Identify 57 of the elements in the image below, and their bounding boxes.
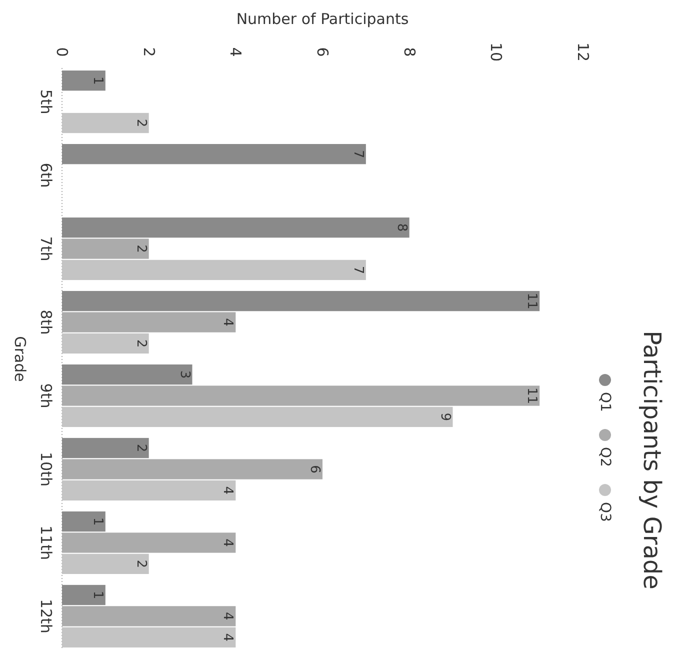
data-label: 3 [176, 370, 192, 379]
data-label: 4 [220, 486, 236, 495]
legend-label: Q2 [597, 447, 613, 467]
data-label: 1 [90, 517, 105, 526]
data-label: 11 [524, 387, 540, 404]
data-label: 2 [133, 444, 148, 452]
data-label: 7 [350, 266, 366, 274]
bar [62, 511, 106, 532]
x-tick-label: 12 [574, 42, 592, 62]
x-tick-label: 10 [487, 42, 506, 62]
y-tick-label: 5th [37, 89, 55, 114]
bar [62, 333, 149, 354]
legend-label: Q1 [597, 392, 613, 412]
bar [62, 554, 149, 574]
data-label: 7 [350, 150, 366, 158]
legend-label: Q3 [597, 502, 613, 522]
bar [62, 627, 236, 648]
bar [62, 584, 106, 606]
y-tick-label: 9th [37, 383, 55, 408]
y-tick-label: 11th [37, 525, 55, 560]
data-label: 2 [133, 560, 148, 568]
bar [62, 438, 149, 458]
data-label: 1 [90, 76, 105, 85]
data-label: 2 [133, 244, 148, 253]
bar [62, 260, 366, 280]
data-label: 1 [90, 590, 105, 600]
data-label: 6 [307, 465, 322, 474]
bar [62, 112, 149, 134]
y-tick-label: 12th [37, 598, 55, 634]
text: Participants by Grade [638, 330, 666, 590]
y-tick-label: 8th [37, 310, 55, 335]
y-tick-label: 7th [37, 236, 55, 262]
bar [62, 406, 453, 428]
bar [62, 364, 192, 385]
data-label: 2 [133, 118, 148, 128]
data-label: 11 [524, 292, 540, 310]
data-label: 4 [220, 612, 236, 620]
bar [62, 144, 366, 164]
x-tick-label: 8 [400, 47, 418, 57]
bar [62, 218, 410, 238]
bar [62, 70, 106, 91]
data-label: 2 [133, 339, 148, 348]
x-tick-label: 0 [53, 47, 71, 57]
x-tick-label: 2 [140, 47, 158, 57]
y-axis-title: Grade [11, 336, 29, 382]
data-label: 4 [220, 538, 236, 547]
bar [62, 480, 236, 500]
data-label: 8 [394, 223, 409, 232]
data-label: 9 [437, 412, 452, 422]
data-label: 4 [220, 633, 236, 642]
bar [62, 290, 540, 312]
x-axis-title: Number of Participants [236, 10, 409, 28]
y-tick-label: 10th [37, 452, 55, 486]
x-tick-label: 4 [226, 47, 245, 57]
y-tick-label: 6th [37, 162, 55, 188]
x-tick-label: 6 [314, 47, 332, 57]
data-label: 4 [220, 318, 236, 326]
